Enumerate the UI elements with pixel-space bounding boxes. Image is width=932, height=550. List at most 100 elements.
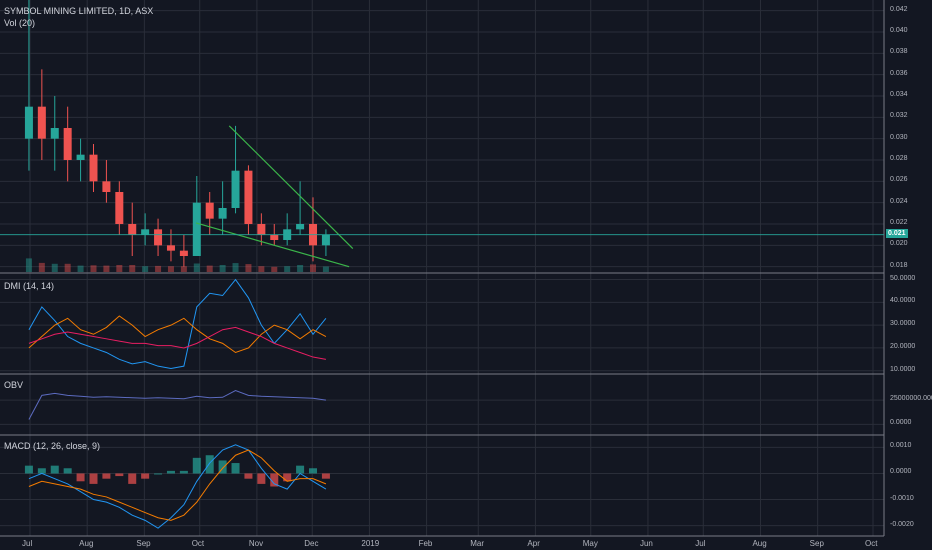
candle-body [218,208,227,219]
volume-bar [142,266,149,272]
volume-bar [25,258,32,272]
trendline [228,125,354,249]
y-tick-label: 0.026 [890,176,908,184]
volume-bar [232,263,239,272]
dmi-title: DMI (14, 14) [4,281,55,291]
candle-body [89,154,98,182]
y-tick-label: 0.032 [890,112,908,120]
x-tick-label: Oct [191,539,205,548]
macd-histogram-bar [231,463,240,474]
macd-histogram-bar [179,470,188,474]
candle-body [257,224,266,235]
y-tick-label: 0.028 [890,155,908,162]
volume-bar [51,263,58,272]
macd-histogram-bar [321,473,330,479]
macd-histogram-bar [257,473,266,484]
volume-bar [219,265,226,272]
volume-bar [180,266,187,272]
y-tick-label: 0.0010 [890,442,912,450]
macd-histogram-bar [166,470,175,474]
y-tick-label: -0.0020 [890,520,914,528]
volume-bar [90,265,97,272]
macd-histogram-bar [89,473,98,484]
candle-body [50,128,59,139]
volume-bar [206,265,213,272]
x-tick-label: 2019 [361,539,380,548]
x-tick-label: Mar [470,539,485,548]
y-tick-label: 20.0000 [890,342,916,350]
obv-line [28,389,326,420]
x-tick-label: Dec [304,539,319,548]
obv-title: OBV [4,380,24,390]
x-tick-label: Sep [136,539,151,548]
volume-bar [116,265,123,272]
signal-line [28,449,327,521]
macd-histogram-bar [141,473,150,479]
y-tick-label: 0.034 [890,91,908,98]
volume-bar [193,263,200,272]
chart-title: SYMBOL MINING LIMITED, 1D, ASX [4,6,154,16]
macd-line [28,444,327,529]
macd-histogram-bar [37,468,46,474]
candle-body [231,170,240,208]
dmi-minus-line [28,315,327,354]
candle-body [24,106,33,139]
volume-bar [64,263,71,272]
x-tick-label: Apr [527,539,540,548]
x-tick-label: Jul [22,539,33,548]
last-price-tag: 0.021 [886,228,908,238]
macd-histogram-bar [270,473,279,487]
y-tick-label: 25000000.0000 [890,395,932,403]
volume-bar [310,264,317,272]
macd-histogram-bar [309,468,318,474]
macd-histogram-bar [192,457,201,474]
macd-histogram-bar [154,473,163,475]
x-tick-label: Aug [752,539,767,548]
volume-bar [155,265,162,272]
adx-line [28,326,327,360]
candle-body [270,234,279,240]
volume-bar [245,264,252,272]
candle-body [154,229,163,246]
y-tick-label: 0.030 [890,133,908,141]
candle-body [205,202,214,219]
y-tick-label: 30.0000 [890,320,916,328]
y-tick-label: 0.0000 [890,419,912,427]
y-tick-label: 0.036 [890,69,908,77]
x-tick-label: Jun [639,539,653,548]
volume-bar [129,265,136,272]
y-tick-label: 10.0000 [890,365,916,373]
candle-body [192,202,201,256]
trendline [195,222,350,268]
volume-bar [322,266,329,272]
candle-body [102,181,111,192]
candle-body [166,245,175,251]
candle-body [321,234,330,246]
macd-histogram-bar [283,473,292,482]
candle-body [115,192,124,224]
x-tick-label: Jul [695,539,706,548]
candle-body [63,128,72,160]
volume-bar [38,262,45,272]
volume-bar [77,265,84,272]
candle-body [179,250,188,256]
x-tick-label: Feb [418,539,433,548]
macd-histogram-bar [24,465,33,474]
macd-histogram-bar [218,460,227,474]
y-tick-label: 40.0000 [890,297,916,305]
candle-body [37,106,46,139]
y-tick-label: 50.0000 [890,274,916,282]
x-tick-label: Nov [248,539,264,548]
x-tick-label: Oct [865,539,878,548]
volume-bar [271,266,278,272]
volume-bar [167,266,174,272]
y-tick-label: 0.040 [890,27,908,34]
macd-histogram-bar [128,473,137,484]
macd-title: MACD (12, 26, close, 9) [4,441,101,451]
x-tick-label: Sep [809,539,824,548]
macd-histogram-bar [115,473,124,477]
y-tick-label: 0.022 [890,219,908,226]
volume-bar [103,265,110,272]
